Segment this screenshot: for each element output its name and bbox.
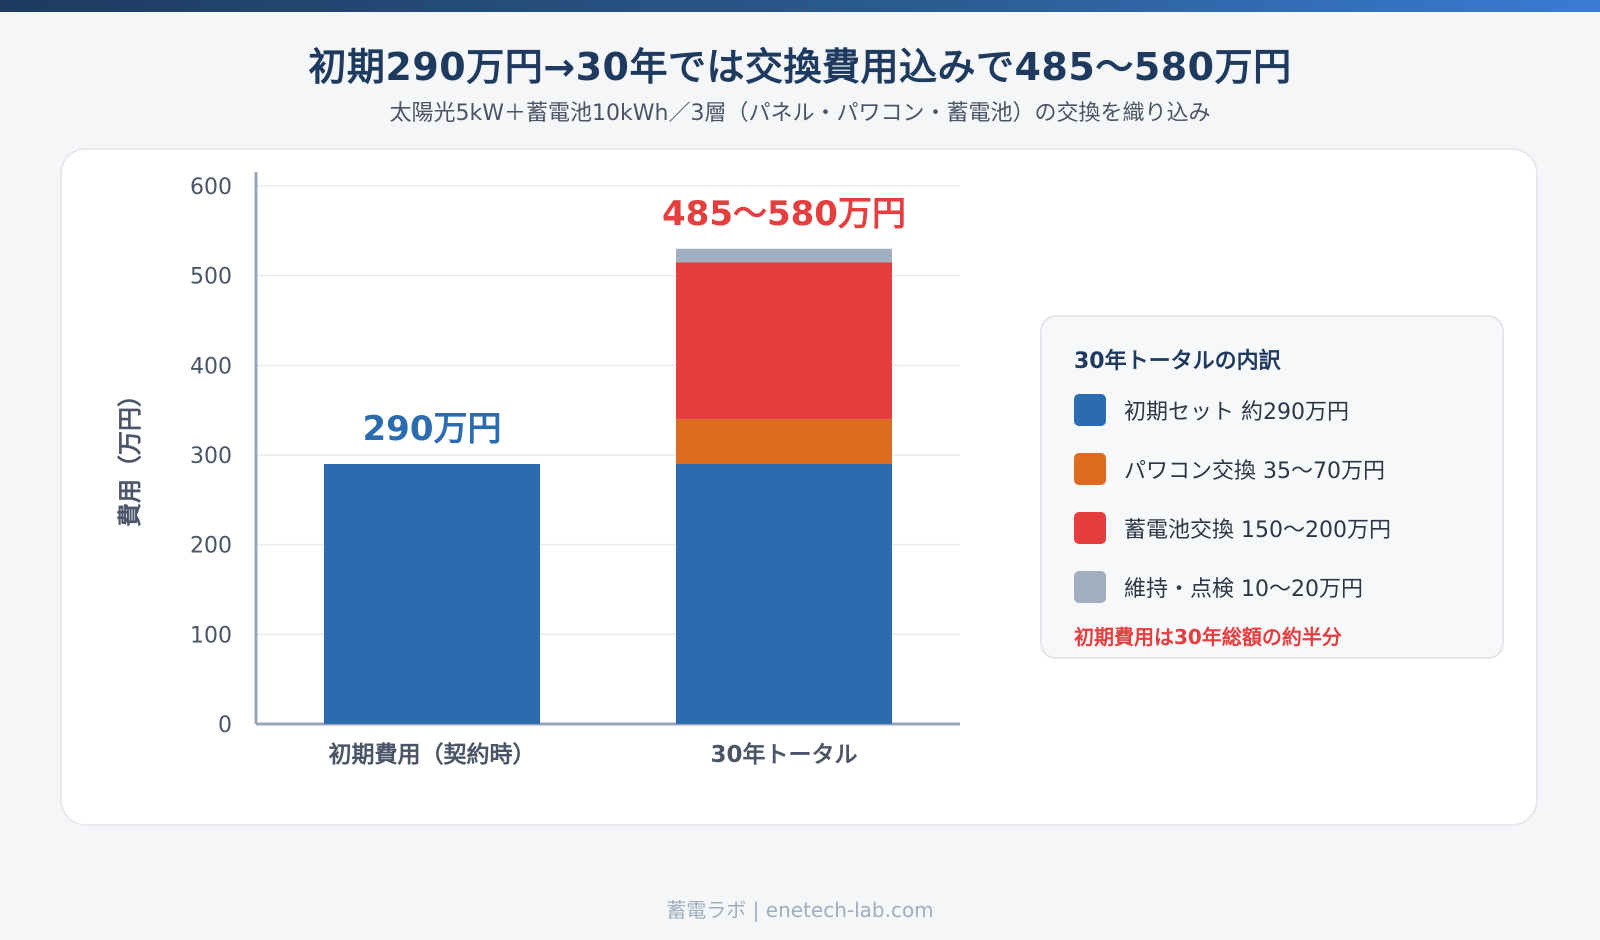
bar-total-label: 485〜580万円	[662, 194, 906, 234]
top-accent-bar	[0, 0, 1600, 12]
bar-segment-2-cat-2	[676, 419, 892, 464]
bar-segment-4-cat-2	[676, 248, 892, 263]
legend-item-battery: 蓄電池交換 150〜200万円	[1074, 511, 1391, 545]
bar-segment-3-cat-2	[676, 262, 892, 420]
y-tick-label: 0	[218, 713, 232, 738]
y-tick-label: 400	[190, 354, 232, 379]
legend-panel: 30年トータルの内訳 初期セット 約290万円 パワコン交換 35〜70万円 蓄…	[1040, 315, 1504, 659]
page-title: 初期290万円→30年では交換費用込みで485〜580万円	[308, 45, 1292, 89]
y-tick-label: 200	[190, 534, 232, 559]
legend-swatch-initial	[1074, 394, 1106, 426]
y-tick-label: 600	[190, 175, 232, 200]
legend-title: 30年トータルの内訳	[1074, 349, 1281, 374]
legend-swatch-inverter	[1074, 453, 1106, 485]
legend-label-inverter: パワコン交換 35〜70万円	[1124, 459, 1385, 484]
bar-total-label: 290万円	[363, 409, 502, 449]
legend-item-maintenance: 維持・点検 10〜20万円	[1074, 570, 1363, 604]
legend-swatch-battery	[1074, 512, 1106, 544]
x-category-label: 初期費用（契約時）	[329, 741, 536, 768]
page-subtitle: 太陽光5kW＋蓄電池10kWh／3層（パネル・パワコン・蓄電池）の交換を織り込み	[389, 101, 1211, 126]
y-axis-label: 費用（万円）	[116, 383, 144, 527]
legend-swatch-maintenance	[1074, 571, 1106, 603]
y-tick-label: 500	[190, 265, 232, 290]
legend-item-initial: 初期セット 約290万円	[1074, 393, 1349, 427]
y-tick-label: 300	[190, 444, 232, 469]
bar-segment-1-cat-2	[676, 463, 892, 724]
legend-label-initial: 初期セット 約290万円	[1124, 400, 1349, 425]
x-category-label: 30年トータル	[710, 741, 857, 768]
bar-segment-1-cat-1	[324, 463, 540, 724]
legend-label-battery: 蓄電池交換 150〜200万円	[1124, 518, 1391, 543]
legend-item-inverter: パワコン交換 35〜70万円	[1074, 452, 1385, 486]
y-tick-label: 100	[190, 623, 232, 648]
legend-label-maintenance: 維持・点検 10〜20万円	[1124, 577, 1363, 602]
legend-note: 初期費用は30年総額の約半分	[1074, 625, 1342, 649]
footer-credit: 蓄電ラボ | enetech-lab.com	[666, 898, 934, 922]
